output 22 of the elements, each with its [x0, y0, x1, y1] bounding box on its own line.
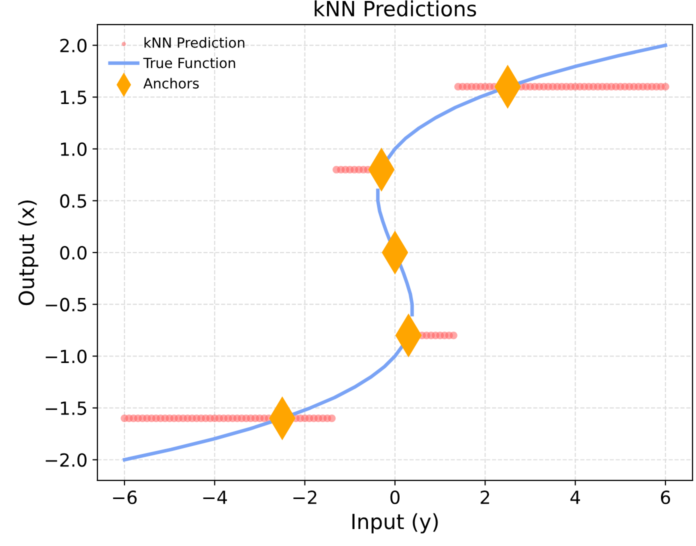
- legend-label: True Function: [143, 57, 236, 68]
- y-tick-label: −2.0: [46, 453, 87, 467]
- y-tick-label: 0.5: [60, 194, 86, 208]
- x-tick-label: −4: [203, 490, 227, 504]
- chart-title: kNN Predictions: [314, 0, 476, 17]
- y-tick-label: 2.0: [60, 38, 87, 52]
- x-tick-label: −6: [113, 490, 137, 504]
- x-tick-label: −2: [293, 490, 316, 504]
- x-axis-title: Input (y): [352, 513, 438, 534]
- x-tick-label: 2: [480, 490, 490, 504]
- x-tick-label: 4: [570, 490, 580, 504]
- y-tick-label: −1.5: [46, 402, 86, 416]
- y-axis-title: Output (x): [18, 200, 38, 306]
- y-tick-label: 0.0: [60, 246, 87, 260]
- y-tick-label: −1.0: [46, 350, 87, 364]
- y-tick-label: 1.0: [60, 142, 87, 156]
- x-tick-label: 6: [660, 490, 670, 504]
- y-tick-label: −0.5: [46, 298, 86, 312]
- y-tick-label: 1.5: [60, 90, 86, 104]
- x-tick-label: 0: [390, 490, 400, 504]
- legend-label: kNN Prediction: [144, 37, 244, 48]
- legend-label: Anchors: [143, 78, 199, 89]
